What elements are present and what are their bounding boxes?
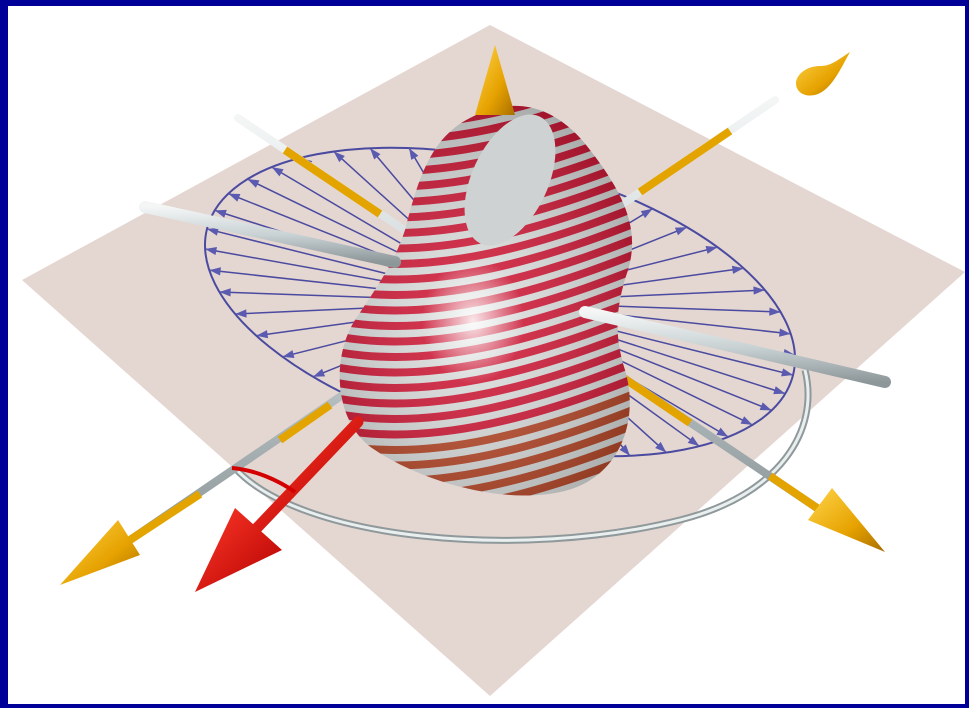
field-arrow-head bbox=[759, 402, 772, 411]
axis-segment bbox=[637, 127, 733, 196]
arrow-head bbox=[808, 488, 885, 552]
red-arrow-head bbox=[195, 508, 282, 592]
arrow-head bbox=[60, 520, 140, 585]
field-arrow-head bbox=[256, 330, 269, 339]
field-arrow-head bbox=[779, 328, 791, 337]
field-arrow-head bbox=[205, 246, 217, 256]
field-arrow-head bbox=[271, 167, 284, 177]
light-source bbox=[796, 52, 850, 96]
field-arrow-head bbox=[209, 267, 221, 276]
axis-segment bbox=[282, 146, 383, 218]
field-arrow-head bbox=[333, 151, 345, 163]
field-arrow-head bbox=[687, 436, 700, 447]
field-arrow-head bbox=[640, 208, 653, 219]
field-arrow-head bbox=[740, 416, 753, 425]
axis-rod bbox=[139, 201, 401, 268]
axis-segment bbox=[127, 490, 203, 544]
axis-segment bbox=[767, 472, 823, 514]
field-arrow-head bbox=[370, 148, 381, 160]
field-arrow-head bbox=[247, 179, 260, 188]
field-arrow-head bbox=[619, 444, 630, 456]
arc-rod-highlight bbox=[233, 369, 810, 542]
field-arrow-head bbox=[282, 350, 295, 359]
field-arrow-head bbox=[313, 368, 326, 377]
field-arrow-head bbox=[753, 286, 765, 295]
axis-segment bbox=[277, 401, 333, 444]
field-arrow-head bbox=[781, 368, 794, 377]
field-arrow-head bbox=[773, 386, 786, 395]
field-arrow-head bbox=[228, 193, 241, 202]
field-arrow-head bbox=[769, 307, 781, 316]
field-arrow-head bbox=[674, 227, 687, 236]
field-arrow-head bbox=[409, 148, 419, 160]
field-arrow-head bbox=[219, 288, 231, 297]
red-angle-arc bbox=[231, 466, 297, 494]
field-arrow-head bbox=[214, 209, 227, 218]
red-rod bbox=[249, 416, 364, 536]
scene bbox=[22, 25, 965, 696]
field-arrow-head bbox=[716, 427, 729, 437]
axis-rod bbox=[579, 306, 891, 388]
field-arrow-head bbox=[731, 265, 744, 274]
field-arrow-head bbox=[705, 245, 718, 254]
arrow-head bbox=[475, 45, 515, 115]
field-arrow-head bbox=[655, 441, 667, 453]
field-arrow-head bbox=[206, 227, 219, 236]
field-arrow-head bbox=[235, 309, 247, 318]
